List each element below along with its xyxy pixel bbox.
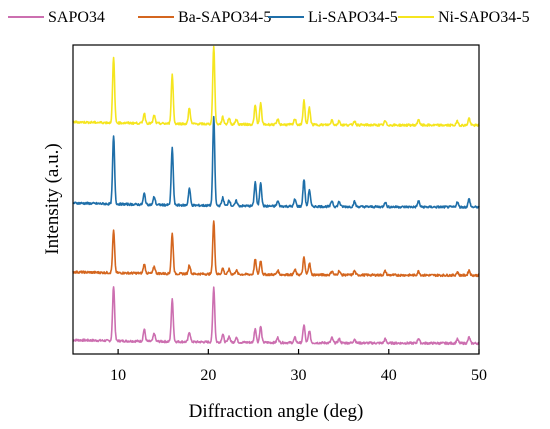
x-tick-label: 50 — [471, 367, 487, 384]
plot-frame — [72, 44, 480, 355]
y-axis-label: Intensity (a.u.) — [42, 143, 63, 254]
series-line-li-sapo34-5 — [72, 115, 480, 209]
legend-label-li-sapo34-5: Li-SAPO34-5 — [308, 9, 398, 26]
series-line-sapo34 — [72, 286, 480, 346]
series-line-ba-sapo34-5 — [72, 220, 480, 278]
x-tick-label: 10 — [110, 367, 126, 384]
legend-label-ba-sapo34-5: Ba-SAPO34-5 — [178, 9, 271, 26]
x-tick-label: 40 — [381, 367, 397, 384]
series-layer — [72, 45, 480, 346]
legend-label-ni-sapo34-5: Ni-SAPO34-5 — [438, 9, 530, 26]
x-tick-label: 30 — [291, 367, 307, 384]
x-axis-label: Diffraction angle (deg) — [189, 401, 364, 422]
legend: SAPO34 Ba-SAPO34-5 Li-SAPO34-5 Ni-SAPO34-5 — [8, 9, 530, 26]
series-line-ni-sapo34-5 — [72, 45, 480, 128]
x-tick-label: 20 — [200, 367, 216, 384]
legend-label-sapo34: SAPO34 — [48, 9, 105, 26]
x-axis-ticks: 10 20 30 40 50 — [110, 349, 487, 384]
